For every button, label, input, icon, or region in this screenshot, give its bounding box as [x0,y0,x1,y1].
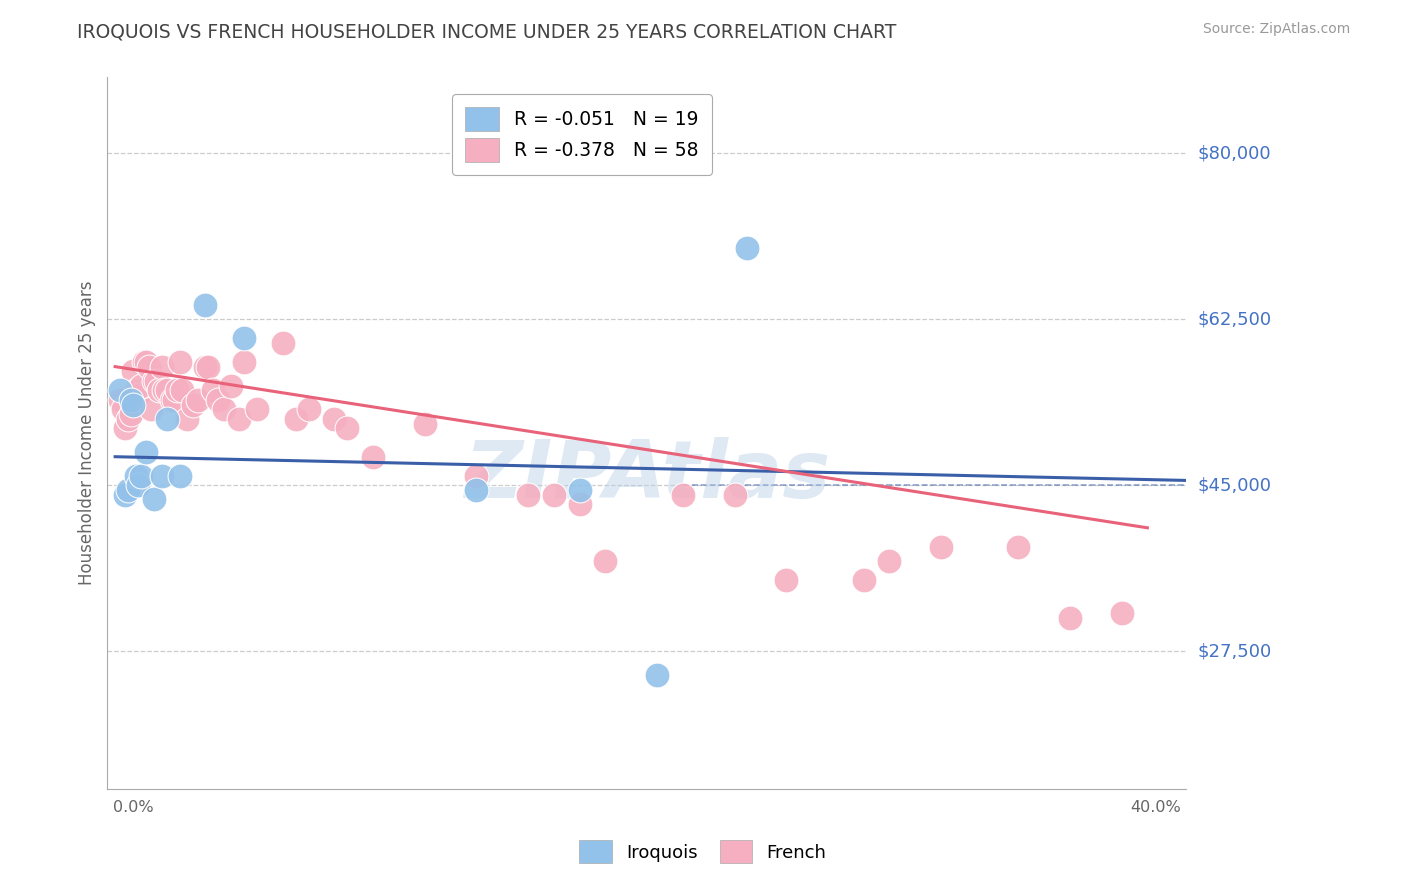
Point [233,355,256,369]
Point [284,411,307,425]
Point [145,374,167,388]
Point [465,468,488,483]
Point [141,402,163,417]
Point [120,392,142,407]
Point [568,483,591,497]
Y-axis label: Householder Income Under 25 years: Householder Income Under 25 years [79,281,96,585]
Text: $27,500: $27,500 [1198,642,1271,660]
Point [1111,606,1133,620]
Point [153,384,176,398]
Text: IROQUOIS VS FRENCH HOUSEHOLDER INCOME UNDER 25 YEARS CORRELATION CHART: IROQUOIS VS FRENCH HOUSEHOLDER INCOME UN… [77,22,897,41]
Point [543,488,565,502]
Point [737,241,759,255]
Point [194,359,217,374]
Point [150,468,173,483]
Point [212,402,235,417]
Point [156,384,179,398]
Point [132,355,155,369]
Point [110,392,132,407]
Point [160,392,183,407]
Point [595,554,617,568]
Point [138,359,160,374]
Point [169,468,191,483]
Point [129,468,152,483]
Legend: R = -0.051   N = 19, R = -0.378   N = 58: R = -0.051 N = 19, R = -0.378 N = 58 [453,94,711,175]
Point [114,488,136,502]
Point [187,392,209,407]
Point [336,421,359,435]
Text: Source: ZipAtlas.com: Source: ZipAtlas.com [1202,22,1350,37]
Point [142,374,165,388]
Point [233,331,256,345]
Point [202,384,225,398]
Point [142,492,165,507]
Text: 0.0%: 0.0% [112,800,153,815]
Point [110,384,132,398]
Point [723,488,745,502]
Point [645,667,668,681]
Point [156,411,179,425]
Point [125,468,148,483]
Point [127,388,149,402]
Point [150,359,173,374]
Point [176,411,198,425]
Point [169,355,191,369]
Point [413,417,436,431]
Point [361,450,384,464]
Point [517,488,540,502]
Text: $80,000: $80,000 [1198,145,1271,162]
Point [197,359,219,374]
Point [929,540,952,554]
Point [271,335,294,350]
Point [120,407,142,421]
Point [323,411,346,425]
Point [879,554,901,568]
Point [1007,540,1029,554]
Point [127,384,149,398]
Point [194,298,217,312]
Point [775,573,797,587]
Point [1059,611,1081,625]
Text: $45,000: $45,000 [1198,476,1271,494]
Point [135,445,157,459]
Point [181,398,204,412]
Point [117,483,139,497]
Point [172,384,194,398]
Point [114,421,136,435]
Point [207,392,229,407]
Point [672,488,695,502]
Point [148,384,170,398]
Point [135,355,157,369]
Point [228,411,250,425]
Point [117,411,139,425]
Legend: Iroquois, French: Iroquois, French [568,830,838,874]
Point [129,378,152,392]
Point [852,573,875,587]
Text: $62,500: $62,500 [1198,310,1271,328]
Point [219,378,242,392]
Point [166,384,188,398]
Point [125,384,148,398]
Point [246,402,269,417]
Point [122,364,145,378]
Point [298,402,321,417]
Point [111,402,134,417]
Point [122,398,145,412]
Point [465,483,488,497]
Text: 40.0%: 40.0% [1130,800,1181,815]
Point [163,392,186,407]
Text: ZIPAtlas: ZIPAtlas [464,437,830,515]
Point [127,478,149,492]
Point [568,497,591,511]
